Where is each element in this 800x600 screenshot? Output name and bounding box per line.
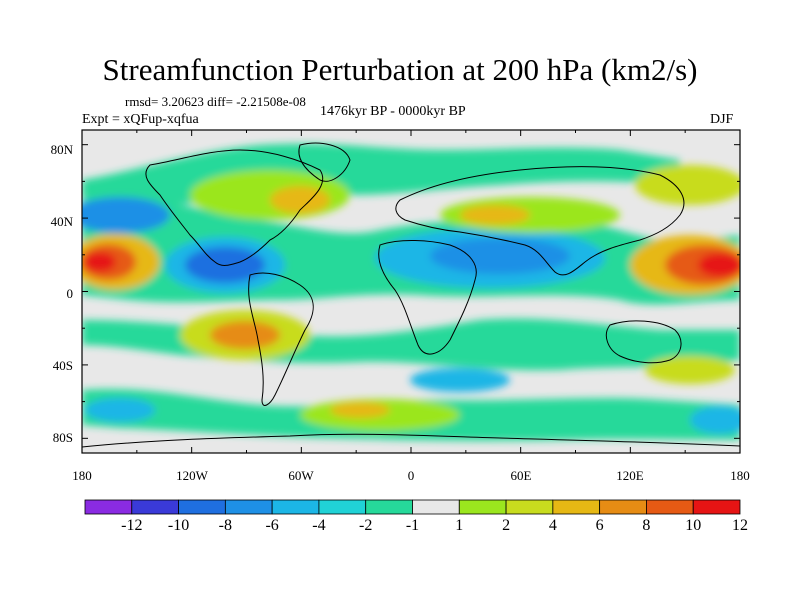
- coast-eurasia: [395, 166, 685, 276]
- colorbar-swatch: [458, 499, 507, 515]
- colorbar-label: -12: [121, 517, 143, 534]
- coast-australia: [605, 320, 682, 364]
- contour-nwpacific-high: [635, 165, 740, 205]
- colorbar-label: 1: [455, 517, 464, 534]
- lon-label-120w: 120W: [176, 468, 208, 483]
- plot-title: Streamfunction Perturbation at 200 hPa (…: [102, 52, 698, 87]
- colorbar-label: -8: [218, 517, 232, 534]
- colorbar-label: 4: [548, 517, 557, 534]
- contour-wpacific-high-max: [698, 253, 740, 277]
- colorbar-swatch: [318, 499, 367, 515]
- contour-south-pacific-low: [85, 398, 155, 422]
- axis-ticks: [81, 130, 741, 453]
- colorbar-label: -10: [167, 517, 190, 534]
- rmsd-stat: rmsd= 3.20623 diff= -2.21508e-08: [125, 94, 306, 109]
- colorbar-swatch: [692, 499, 741, 515]
- lat-label-40s: 40S: [52, 358, 73, 373]
- contour-south-ocean-high-core: [330, 402, 390, 418]
- lon-label-0: 0: [407, 468, 415, 483]
- colorbar-swatch: [131, 499, 179, 515]
- contour-africa-asia-low-core: [430, 238, 570, 274]
- colorbar-label: -6: [265, 517, 279, 534]
- contour-eurasia-high-core: [460, 205, 530, 225]
- lat-label-40n: 40N: [50, 214, 73, 229]
- colorbar-swatch: [271, 499, 320, 515]
- colorbar-swatch: [178, 499, 226, 515]
- colorbar-label: 6: [595, 517, 604, 534]
- colorbar-swatch: [365, 499, 413, 515]
- colorbar-label: 2: [502, 517, 511, 534]
- colorbar: [84, 499, 741, 515]
- experiment-label: Expt = xQFup-xqfua: [82, 112, 199, 127]
- colorbar-swatch: [505, 499, 554, 515]
- lat-label-0: 0: [66, 286, 74, 301]
- lon-label-180e: 180: [730, 468, 750, 483]
- colorbar-swatch: [552, 499, 601, 515]
- colorbar-label: 12: [732, 517, 748, 534]
- coast-antarctica: [82, 433, 740, 448]
- colorbar-label: 10: [685, 517, 702, 534]
- coastlines: [82, 142, 740, 448]
- colorbar-label: 8: [642, 517, 651, 534]
- lon-label-60e: 60E: [510, 468, 532, 483]
- period-label: 1476kyr BP - 0000kyr BP: [320, 104, 466, 119]
- contour-field: [82, 130, 740, 453]
- contour-spacific-high-core: [210, 321, 280, 349]
- lon-label-120e: 120E: [616, 468, 644, 483]
- lat-label-80s: 80S: [52, 430, 73, 445]
- contour-npacific-high-max: [84, 252, 116, 272]
- contour-south-indian-low: [410, 368, 510, 392]
- contour-south-pacific-low-2: [690, 406, 740, 434]
- colorbar-swatch: [599, 499, 647, 515]
- coast-north-america: [145, 149, 323, 266]
- colorbar-swatch: [646, 499, 694, 515]
- colorbar-label: -2: [359, 517, 373, 534]
- lon-label-180w: 180: [72, 468, 92, 483]
- colorbar-label: -1: [405, 517, 420, 534]
- colorbar-swatch: [84, 499, 133, 515]
- colorbar-label: -4: [312, 517, 326, 534]
- contour-namerica-high-core: [270, 186, 330, 214]
- coast-africa: [378, 239, 477, 355]
- colorbar-swatch: [224, 499, 273, 515]
- coast-greenland: [298, 142, 351, 182]
- lon-label-60w: 60W: [288, 468, 314, 483]
- season-label: DJF: [710, 112, 734, 127]
- colorbar-swatch: [412, 499, 460, 515]
- coast-south-america: [248, 272, 314, 406]
- contour-se-pacific-high: [645, 356, 735, 384]
- contour-npacific-low: [82, 197, 170, 233]
- lat-label-80n: 80N: [50, 142, 73, 157]
